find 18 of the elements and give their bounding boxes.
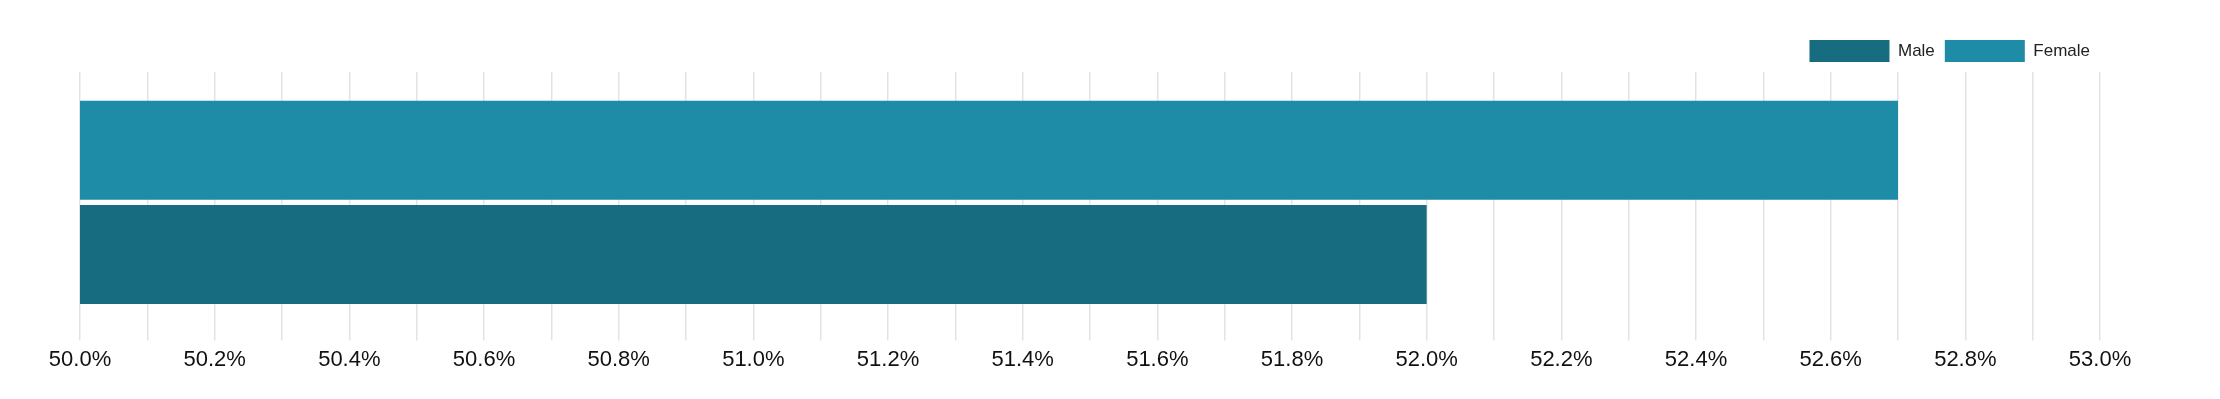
legend-label: Female [2033, 40, 2090, 60]
x-tick-label: 50.0% [48, 345, 112, 371]
x-tick-label: 52.4% [1664, 345, 1728, 371]
x-tick-label: 51.6% [1126, 345, 1189, 371]
x-tick-label: 51.0% [722, 345, 785, 371]
x-tick-label: 50.2% [183, 345, 246, 371]
x-tick-label: 50.6% [452, 345, 516, 371]
x-tick-label: 51.4% [991, 345, 1054, 371]
x-tick-label: 52.0% [1395, 345, 1458, 371]
x-tick-label: 51.8% [1260, 345, 1324, 371]
x-tick-label: 50.4% [318, 345, 381, 371]
legend-label: Male [1897, 40, 1935, 60]
x-tick-label: 53.0% [2068, 345, 2132, 371]
x-tick-label: 52.6% [1799, 345, 1862, 371]
x-tick-label: 52.8% [1934, 345, 1997, 371]
x-tick-label: 52.2% [1530, 345, 1593, 371]
x-tick-label: 50.8% [587, 345, 650, 371]
x-tick-label: 51.2% [856, 345, 920, 371]
